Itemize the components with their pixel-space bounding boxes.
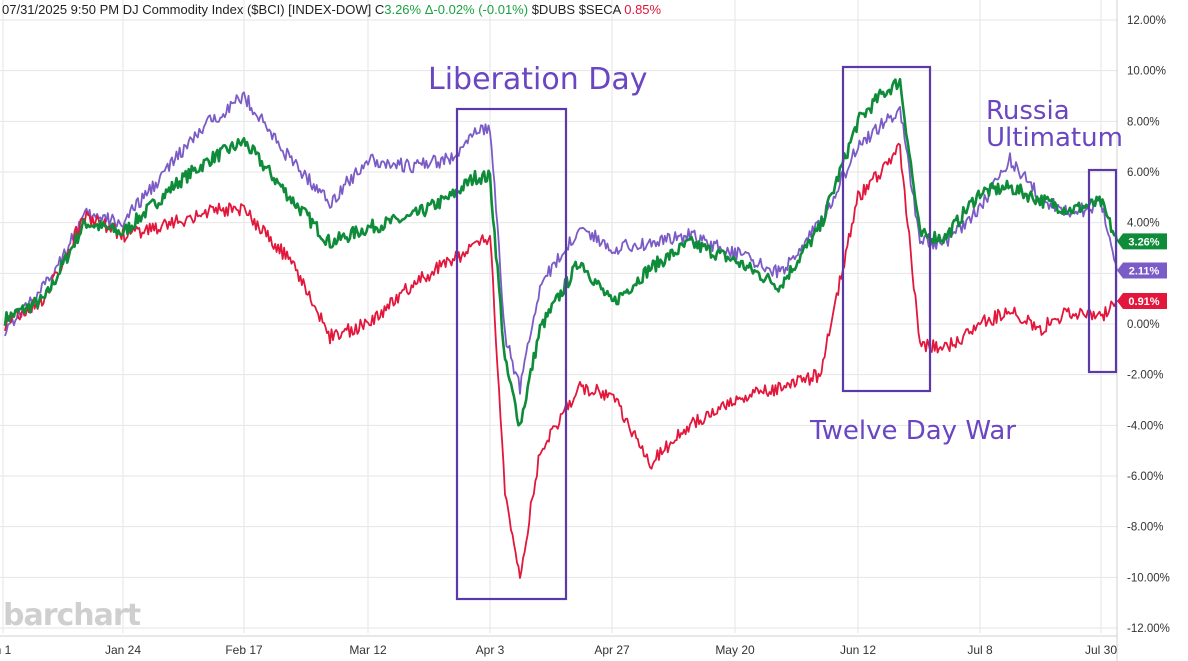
x-tick-label: Jul 8 (967, 643, 993, 657)
header-title: DJ Commodity Index ($BCI) [INDEX-DOW] (122, 2, 372, 17)
badge-bci: 3.26% (1117, 233, 1167, 250)
y-tick-label: 0.00% (1127, 319, 1160, 331)
y-tick-label: 6.00% (1127, 167, 1160, 179)
x-tick-label: Apr 27 (594, 643, 630, 657)
annotation-twelve-day-war: Twelve Day War (810, 416, 1016, 446)
badge-label: 0.91% (1128, 296, 1159, 308)
x-axis: n 1 Jan 24 Feb 17 Mar 12 Apr 3 Apr 27 May 20 Ju… (0, 643, 1117, 657)
chart-header: 07/31/2025 9:50 PM DJ Commodity Index ($… (2, 2, 661, 17)
annotation-russia-line1: Russia (986, 96, 1070, 126)
badge-bg (1117, 292, 1167, 309)
header-close-label: C (374, 2, 385, 17)
series-line-bci (3, 77, 1119, 427)
x-tick-label: Jul 30 (1085, 643, 1117, 657)
badge-bg (1117, 262, 1167, 279)
x-tick-label: Jan 24 (105, 643, 141, 657)
header-sym2-value: 0.85% (624, 2, 662, 17)
y-tick-label: -8.00% (1127, 522, 1163, 534)
x-tick-label: Jun 12 (840, 643, 876, 657)
header-sym1: $DUBS (531, 2, 576, 17)
series-line-seca (4, 142, 1118, 579)
y-tick-label: -4.00% (1127, 420, 1163, 432)
annotation-russia-ultimatum: Russia Ultimatum (986, 96, 1123, 154)
badge-label: 2.11% (1129, 266, 1160, 278)
y-tick-label: -2.00% (1127, 370, 1163, 382)
x-tick-label: Mar 12 (349, 643, 387, 657)
header-datetime: 07/31/2025 9:50 PM (2, 2, 120, 17)
y-tick-label: 8.00% (1127, 116, 1160, 128)
series-group (3, 77, 1119, 579)
y-tick-label: 4.00% (1127, 218, 1160, 230)
y-tick-label: -10.00% (1127, 572, 1170, 584)
header-delta: Δ-0.02% (-0.01%) (424, 2, 529, 17)
y-tick-label: 12.00% (1127, 15, 1166, 27)
box-russia-ultimatum (1087, 168, 1118, 374)
badge-label: 3.26% (1128, 236, 1159, 248)
x-tick-label: Apr 3 (476, 643, 505, 657)
y-tick-label: -12.00% (1127, 623, 1170, 635)
annotation-liberation-day: Liberation Day (428, 62, 648, 97)
y-tick-label: 10.00% (1127, 66, 1166, 78)
barchart-watermark: barchart (3, 598, 141, 633)
x-tick-label: n 1 (0, 643, 12, 657)
box-liberation-day (455, 107, 568, 601)
badge-seca: 0.91% (1117, 292, 1167, 309)
header-sym2: $SECA (578, 2, 621, 17)
badge-bg (1117, 233, 1167, 250)
y-axis: 12.00%10.00%8.00%6.00%4.00%2.00%0.00%-2.… (1127, 15, 1170, 635)
x-tick-label: May 20 (715, 643, 755, 657)
y-tick-label: -6.00% (1127, 471, 1163, 483)
x-tick-label: Feb 17 (225, 643, 263, 657)
annotation-russia-line2: Ultimatum (986, 123, 1123, 154)
header-close-value: 3.26% (384, 2, 422, 17)
box-twelve-day-war (841, 65, 932, 393)
chart-grid (0, 0, 1118, 661)
annotation-boxes (455, 65, 1118, 601)
badge-dubs: 2.11% (1117, 262, 1167, 279)
last-value-badges: 3.26% 2.11% 0.91% (1117, 233, 1167, 309)
